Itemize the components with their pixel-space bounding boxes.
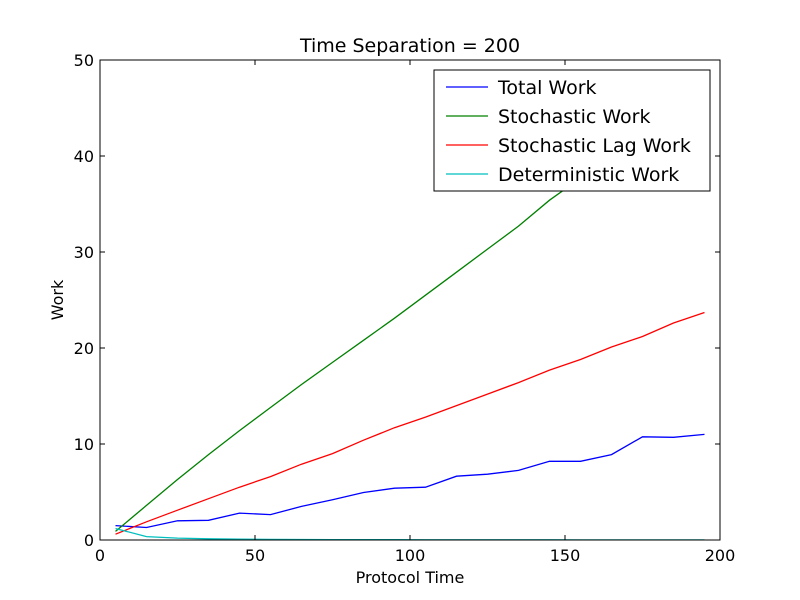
legend-label-1: Stochastic Work [498, 106, 651, 128]
series-line-0 [115, 433, 705, 529]
x-axis-label: Protocol Time [356, 568, 465, 587]
x-tick-label: 50 [245, 546, 265, 565]
series-line-2 [115, 311, 705, 535]
y-tick-label: 30 [74, 243, 94, 262]
legend-label-3: Deterministic Work [498, 164, 679, 186]
legend: Total Work Stochastic Work Stochastic Lag … [433, 69, 711, 192]
legend-label-2: Stochastic Lag Work [498, 135, 691, 157]
x-tick-label: 0 [95, 546, 105, 565]
legend-label-0: Total Work [497, 77, 597, 99]
y-tick-label: 20 [74, 339, 94, 358]
y-tick-label: 10 [74, 435, 94, 454]
y-axis-label: Work [48, 279, 67, 320]
y-tick-label: 0 [84, 531, 94, 550]
legend-box [433, 69, 711, 192]
y-tick-label: 50 [74, 51, 94, 70]
x-tick-label: 150 [550, 546, 581, 565]
y-tick-label: 40 [74, 147, 94, 166]
ticks-layer: 0 50 100 150 200 0 10 20 30 40 50 [74, 51, 736, 565]
chart-title: Time Separation = 200 [299, 35, 520, 57]
x-tick-label: 200 [705, 546, 736, 565]
x-tick-label: 100 [395, 546, 426, 565]
